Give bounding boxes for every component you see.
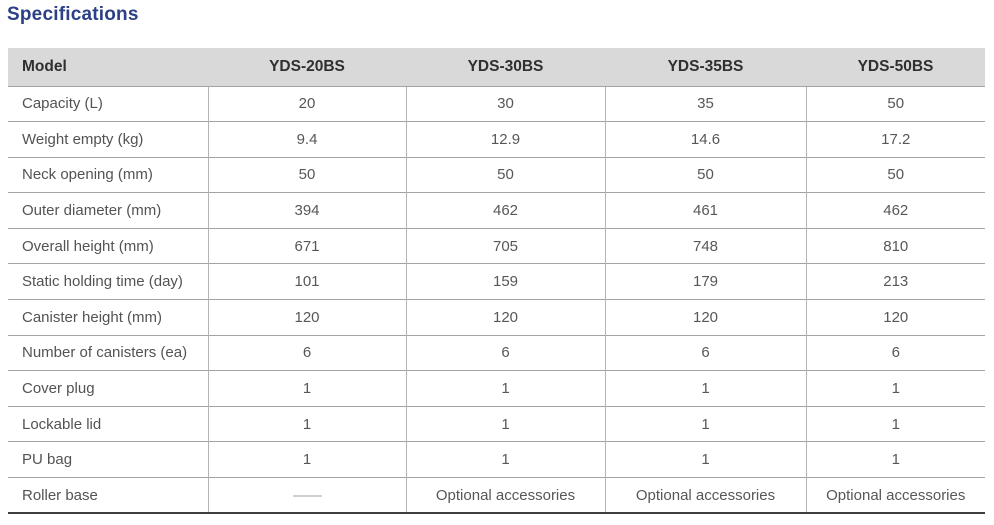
table-row: Capacity (L) 20 30 35 50 (8, 85, 985, 122)
table-header: Model YDS-20BS YDS-30BS YDS-35BS YDS-50B… (8, 48, 985, 86)
row-value: 1 (604, 405, 806, 442)
row-label: Cover plug (8, 370, 208, 407)
row-value: 462 (805, 192, 985, 229)
row-label: Weight empty (kg) (8, 121, 208, 158)
table-row: Static holding time (day) 101 159 179 213 (8, 263, 985, 300)
table-row: Cover plug 1 1 1 1 (8, 370, 985, 407)
row-value: 1 (604, 441, 806, 478)
header-cell-yds-50bs: YDS-50BS (806, 48, 985, 86)
row-value: 50 (805, 85, 985, 122)
row-value: 1 (405, 405, 605, 442)
row-value: Optional accessories (805, 477, 985, 515)
row-value: 213 (805, 263, 985, 300)
row-value: 6 (604, 334, 806, 371)
row-value: 30 (405, 85, 605, 122)
table-row: Weight empty (kg) 9.4 12.9 14.6 17.2 (8, 121, 985, 158)
row-label: Overall height (mm) (8, 227, 208, 264)
header-cell-yds-30bs: YDS-30BS (406, 48, 605, 86)
row-value: 50 (805, 156, 985, 193)
page-title: Specifications (7, 4, 139, 25)
row-value: 748 (604, 227, 806, 264)
header-cell-yds-35bs: YDS-35BS (605, 48, 806, 86)
row-value: 461 (604, 192, 806, 229)
row-label: Number of canisters (ea) (8, 334, 208, 371)
row-value: 159 (405, 263, 605, 300)
header-row: Model YDS-20BS YDS-30BS YDS-35BS YDS-50B… (8, 48, 985, 86)
row-label: Static holding time (day) (8, 263, 208, 300)
row-value: 1 (207, 405, 406, 442)
row-value: 1 (805, 441, 985, 478)
table-row: Number of canisters (ea) 6 6 6 6 (8, 334, 985, 371)
row-value: 705 (405, 227, 605, 264)
row-value: 1 (604, 370, 806, 407)
row-value: 120 (405, 299, 605, 336)
row-value: 9.4 (207, 121, 406, 158)
row-value: 179 (604, 263, 806, 300)
row-value: 14.6 (604, 121, 806, 158)
row-value: 50 (207, 156, 406, 193)
table-row: Lockable lid 1 1 1 1 (8, 405, 985, 442)
row-value: 1 (805, 370, 985, 407)
row-value: 50 (604, 156, 806, 193)
header-cell-yds-20bs: YDS-20BS (208, 48, 406, 86)
row-value: 50 (405, 156, 605, 193)
row-value: 17.2 (805, 121, 985, 158)
row-value: 6 (405, 334, 605, 371)
row-value: Optional accessories (604, 477, 806, 515)
row-value: 120 (805, 299, 985, 336)
table-row: Canister height (mm) 120 120 120 120 (8, 299, 985, 336)
header-cell-model: Model (8, 48, 208, 86)
row-value: 1 (207, 370, 406, 407)
row-value: 120 (604, 299, 806, 336)
row-value: 1 (805, 405, 985, 442)
row-value: 20 (207, 85, 406, 122)
row-label: Canister height (mm) (8, 299, 208, 336)
row-value: 1 (405, 370, 605, 407)
row-value: —— (207, 477, 406, 515)
row-label: Neck opening (mm) (8, 156, 208, 193)
row-value: 35 (604, 85, 806, 122)
row-value: Optional accessories (405, 477, 605, 515)
row-value: 6 (207, 334, 406, 371)
row-value: 1 (207, 441, 406, 478)
row-label: Roller base (8, 477, 208, 515)
row-value: 101 (207, 263, 406, 300)
table-row: Outer diameter (mm) 394 462 461 462 (8, 192, 985, 229)
spec-table-body: Capacity (L) 20 30 35 50 Weight empty (kg) 9.4… (8, 85, 985, 515)
table-row: Roller base —— Optional accessories Optiona… (8, 477, 985, 515)
row-value: 810 (805, 227, 985, 264)
row-label: Lockable lid (8, 405, 208, 442)
row-value: 462 (405, 192, 605, 229)
specifications-table: Model YDS-20BS YDS-30BS YDS-35BS YDS-50B… (8, 48, 985, 515)
row-value: 6 (805, 334, 985, 371)
row-label: PU bag (8, 441, 208, 478)
row-value: 671 (207, 227, 406, 264)
row-value: 12.9 (405, 121, 605, 158)
table-row: PU bag 1 1 1 1 (8, 441, 985, 478)
table-row: Overall height (mm) 671 705 748 810 (8, 227, 985, 264)
row-label: Capacity (L) (8, 85, 208, 122)
row-value: 120 (207, 299, 406, 336)
row-value: 1 (405, 441, 605, 478)
row-label: Outer diameter (mm) (8, 192, 208, 229)
row-value: 394 (207, 192, 406, 229)
table-row: Neck opening (mm) 50 50 50 50 (8, 156, 985, 193)
